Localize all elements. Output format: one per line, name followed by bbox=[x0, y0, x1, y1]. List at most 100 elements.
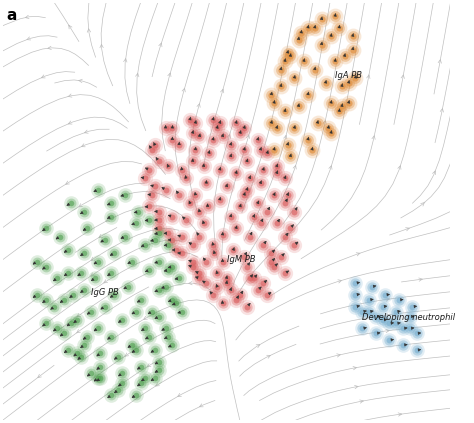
Point bbox=[189, 242, 197, 248]
Point bbox=[295, 36, 302, 43]
Point bbox=[191, 146, 199, 153]
FancyArrowPatch shape bbox=[386, 313, 389, 317]
Point bbox=[270, 192, 278, 198]
Point bbox=[141, 375, 149, 382]
Point bbox=[338, 83, 346, 90]
Point bbox=[164, 242, 172, 248]
Point bbox=[341, 53, 348, 60]
FancyArrowPatch shape bbox=[48, 46, 51, 49]
Point bbox=[336, 25, 343, 31]
Point bbox=[202, 280, 210, 287]
Point bbox=[352, 291, 359, 298]
Point bbox=[146, 203, 153, 210]
Point bbox=[121, 192, 128, 198]
Point bbox=[209, 291, 217, 298]
Point bbox=[164, 242, 172, 248]
Point bbox=[204, 203, 211, 210]
Point bbox=[169, 213, 176, 220]
Point bbox=[110, 291, 118, 298]
Point bbox=[81, 287, 88, 294]
Point bbox=[151, 236, 158, 243]
Point bbox=[164, 266, 172, 273]
Point bbox=[336, 25, 343, 31]
Point bbox=[94, 187, 101, 193]
Point bbox=[209, 242, 217, 248]
Point bbox=[121, 192, 128, 198]
Point bbox=[209, 291, 217, 298]
Point bbox=[216, 120, 224, 126]
Point bbox=[281, 233, 289, 240]
Point bbox=[229, 247, 237, 253]
Point bbox=[209, 242, 217, 248]
Point bbox=[196, 270, 203, 277]
Point bbox=[257, 220, 264, 227]
Point bbox=[413, 330, 420, 337]
Point bbox=[151, 375, 158, 382]
Point bbox=[202, 280, 210, 287]
Point bbox=[175, 192, 183, 198]
Point bbox=[270, 263, 278, 270]
Point bbox=[223, 275, 230, 282]
Point bbox=[33, 258, 40, 265]
Point bbox=[268, 120, 275, 126]
Point bbox=[42, 297, 50, 303]
Point bbox=[246, 275, 254, 282]
Point bbox=[318, 16, 325, 23]
Point bbox=[121, 192, 128, 198]
Point bbox=[53, 275, 61, 282]
Point bbox=[327, 33, 335, 40]
Point bbox=[382, 291, 389, 298]
Point bbox=[268, 250, 275, 257]
Point bbox=[257, 220, 264, 227]
Point bbox=[314, 120, 321, 126]
Point bbox=[137, 380, 145, 387]
Point bbox=[97, 363, 104, 370]
FancyArrowPatch shape bbox=[338, 280, 342, 283]
Point bbox=[338, 103, 346, 110]
FancyArrowPatch shape bbox=[124, 58, 127, 62]
Point bbox=[281, 58, 289, 65]
Point bbox=[162, 187, 169, 193]
FancyArrowPatch shape bbox=[147, 364, 151, 367]
Point bbox=[379, 303, 386, 310]
Point bbox=[94, 187, 101, 193]
Point bbox=[42, 225, 50, 231]
FancyArrowPatch shape bbox=[269, 120, 273, 124]
Point bbox=[298, 30, 305, 36]
Point bbox=[277, 253, 285, 260]
Point bbox=[151, 375, 158, 382]
Point bbox=[83, 225, 91, 231]
Point bbox=[287, 225, 294, 231]
Point bbox=[148, 146, 156, 153]
Point bbox=[196, 275, 203, 282]
Point bbox=[304, 25, 312, 31]
Point bbox=[202, 258, 210, 265]
FancyArrowPatch shape bbox=[106, 218, 109, 221]
Point bbox=[227, 287, 235, 294]
FancyArrowPatch shape bbox=[66, 181, 69, 184]
Point bbox=[51, 303, 58, 310]
Point bbox=[141, 175, 149, 181]
Point bbox=[73, 350, 81, 357]
Point bbox=[240, 192, 248, 198]
Point bbox=[118, 380, 126, 387]
Point bbox=[204, 203, 211, 210]
Point bbox=[189, 263, 197, 270]
Point bbox=[259, 166, 267, 173]
FancyArrowPatch shape bbox=[125, 353, 128, 356]
Point bbox=[121, 233, 128, 240]
Point bbox=[151, 141, 158, 148]
Point bbox=[178, 166, 186, 173]
FancyArrowPatch shape bbox=[356, 253, 360, 256]
Point bbox=[118, 370, 126, 377]
Point bbox=[395, 297, 403, 303]
Point bbox=[223, 183, 230, 190]
Point bbox=[155, 367, 163, 374]
Point bbox=[108, 392, 115, 398]
Point bbox=[227, 213, 235, 220]
Point bbox=[146, 333, 153, 340]
Point bbox=[372, 330, 380, 337]
Point bbox=[110, 250, 118, 257]
Point bbox=[284, 192, 292, 198]
Point bbox=[216, 120, 224, 126]
